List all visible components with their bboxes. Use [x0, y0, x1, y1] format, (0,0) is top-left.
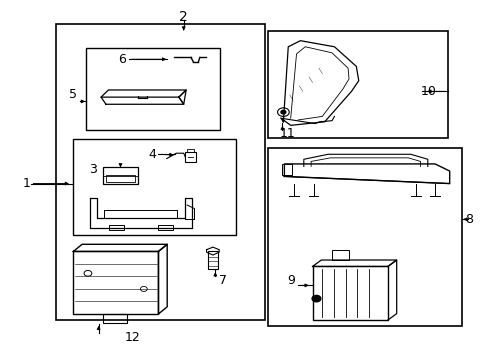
Text: 3: 3 — [89, 163, 97, 176]
Text: 6: 6 — [118, 53, 125, 66]
Text: 9: 9 — [286, 274, 294, 287]
Text: 2: 2 — [179, 10, 188, 24]
Text: 12: 12 — [124, 331, 140, 344]
Bar — [186, 149, 194, 152]
Bar — [331, 250, 348, 260]
Bar — [109, 225, 123, 230]
Circle shape — [281, 111, 285, 114]
Bar — [86, 48, 220, 130]
Bar — [56, 23, 264, 320]
Bar — [103, 167, 137, 184]
Text: 7: 7 — [218, 274, 226, 287]
Text: 4: 4 — [148, 148, 156, 161]
Text: 10: 10 — [420, 85, 435, 98]
Bar — [73, 251, 158, 314]
Bar — [312, 266, 387, 320]
Bar — [185, 152, 196, 162]
Text: 11: 11 — [279, 127, 295, 140]
Text: 8: 8 — [464, 213, 472, 226]
Bar — [207, 251, 217, 269]
Bar — [267, 148, 461, 326]
Bar — [73, 139, 236, 235]
Bar — [282, 164, 291, 175]
Bar — [267, 31, 447, 138]
Circle shape — [311, 296, 320, 302]
Text: 1: 1 — [22, 177, 31, 190]
Bar — [106, 175, 135, 182]
Bar — [158, 225, 172, 230]
Bar — [102, 314, 126, 323]
Text: 5: 5 — [69, 88, 77, 101]
